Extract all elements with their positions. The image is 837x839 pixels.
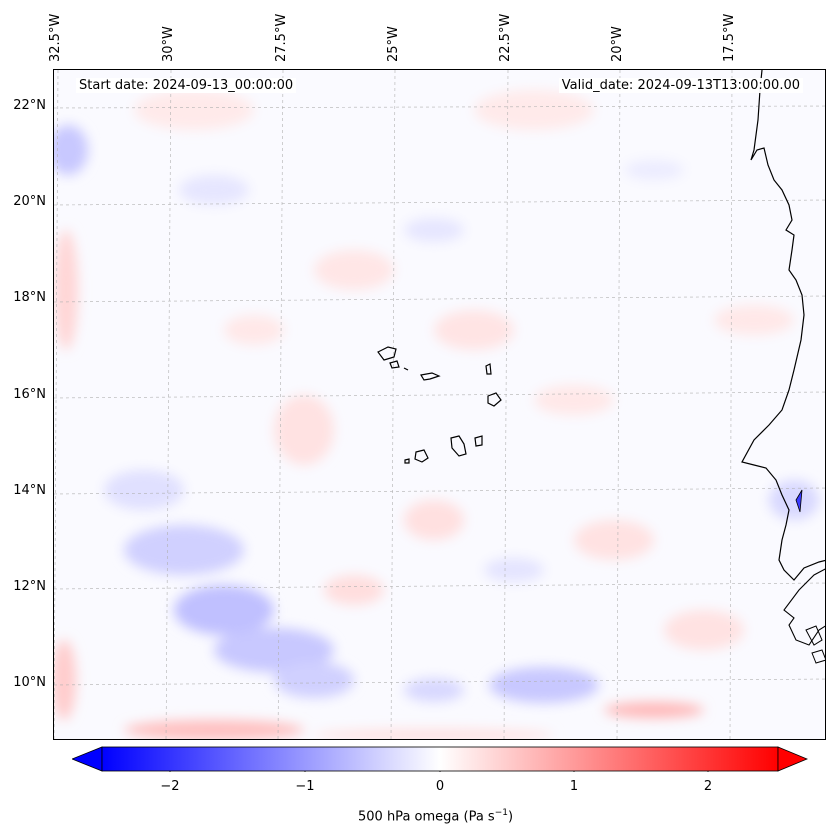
latitude-label: 22°N: [13, 98, 46, 113]
colorbar-title-exponent: −1: [494, 808, 508, 818]
cape-verde-islands: [377, 346, 502, 464]
longitude-label: 27.5°W: [274, 13, 289, 62]
coastal-islands: [805, 625, 825, 664]
gambia-inlet: [795, 489, 803, 513]
longitude-label: 20°W: [610, 26, 625, 62]
colorbar: [72, 746, 808, 772]
colorbar-gradient: [101, 746, 779, 772]
colorbar-tick-label: 0: [435, 779, 445, 794]
colorbar-title-close: ): [507, 809, 514, 825]
latitude-label: 12°N: [13, 579, 46, 594]
latitude-label: 10°N: [13, 675, 46, 690]
graticule: [54, 70, 825, 739]
colorbar-tick-label: −2: [160, 779, 180, 794]
longitude-label: 22.5°W: [498, 13, 513, 62]
longitude-label: 32.5°W: [48, 13, 63, 62]
colorbar-title: 500 hPa omega (Pa s−1): [358, 808, 513, 824]
colorbar-min-extend: [72, 746, 103, 772]
africa-coastline-south: [783, 568, 825, 646]
colorbar-title-text: 500 hPa omega (Pa s: [358, 809, 495, 825]
colorbar-tick-label: −1: [295, 779, 315, 794]
latitude-label: 14°N: [13, 483, 46, 498]
map-panel: Start date: 2024-09-13_00:00:00 Valid_da…: [53, 69, 826, 740]
latitude-label: 20°N: [13, 194, 46, 209]
latitude-label: 16°N: [13, 387, 46, 402]
colorbar-tick-label: 2: [703, 779, 713, 794]
colorbar-max-extend: [777, 746, 808, 772]
longitude-label: 30°W: [161, 26, 176, 62]
valid-date-label: Valid_date: 2024-09-13T13:00:00.00: [558, 78, 803, 93]
longitude-label: 25°W: [386, 26, 401, 62]
colorbar-tick-label: 1: [569, 779, 579, 794]
africa-coastline: [741, 70, 825, 581]
longitude-label: 17.5°W: [722, 13, 737, 62]
omega-field-map: [54, 70, 825, 739]
latitude-label: 18°N: [13, 290, 46, 305]
start-date-label: Start date: 2024-09-13_00:00:00: [76, 78, 297, 93]
omega-shading: [54, 90, 819, 739]
